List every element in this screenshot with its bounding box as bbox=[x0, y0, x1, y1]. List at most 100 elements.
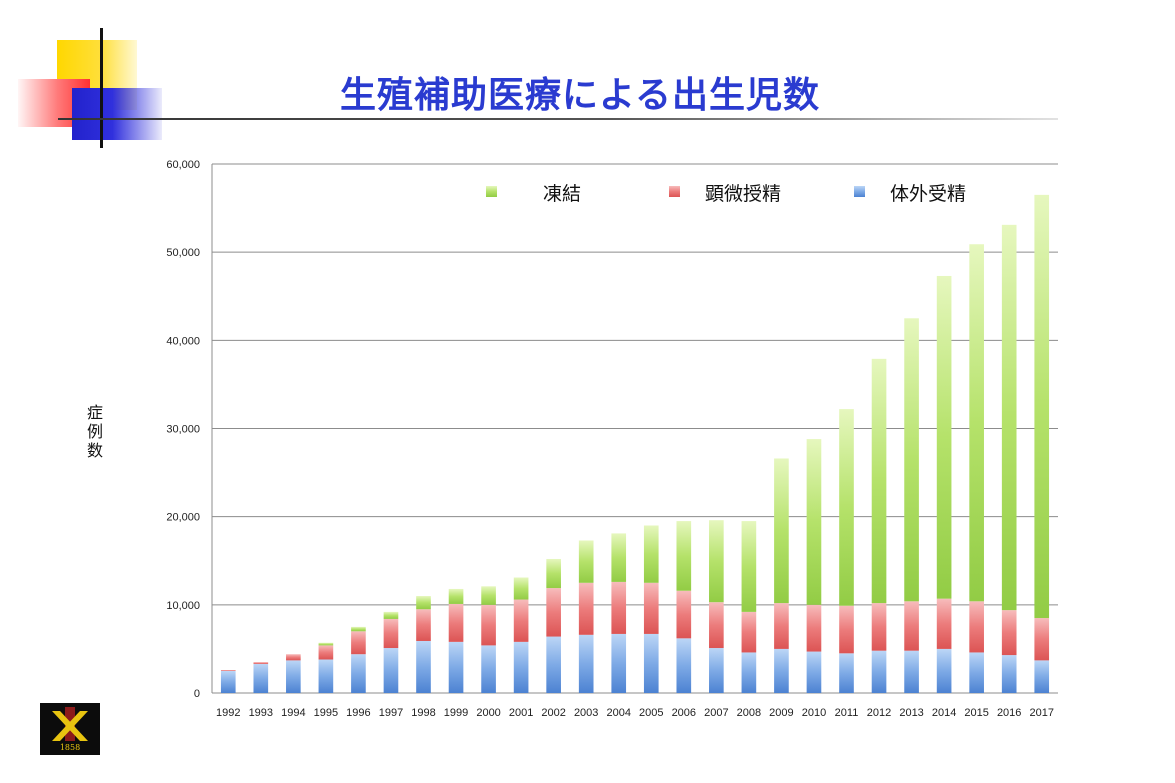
bar-segment-frozen bbox=[611, 533, 627, 582]
bar-segment-ivf bbox=[253, 663, 269, 693]
slide-title: 生殖補助医療による出生児数 bbox=[340, 75, 820, 116]
logo-year: 1858 bbox=[60, 743, 80, 752]
bar-segment-icsi bbox=[578, 582, 594, 635]
x-tick-label: 2003 bbox=[574, 707, 598, 719]
x-tick-label: 1992 bbox=[216, 707, 240, 719]
legend-label: 凍結 bbox=[543, 183, 581, 205]
x-tick-label: 2016 bbox=[997, 707, 1021, 719]
bar-segment-ivf bbox=[709, 648, 724, 693]
bar-segment-ivf bbox=[871, 650, 887, 693]
crossed-pens-icon: 1858 bbox=[52, 707, 88, 752]
y-tick-label: 50,000 bbox=[166, 247, 200, 259]
bar-segment-icsi bbox=[871, 603, 887, 651]
bar-segment-icsi bbox=[676, 590, 692, 639]
bar-segment-ivf bbox=[578, 634, 594, 693]
decor-blue-square bbox=[72, 88, 162, 140]
bar-segment-icsi bbox=[318, 645, 334, 660]
bar-segment-ivf bbox=[546, 636, 561, 693]
axis-layer: 0 10,000 20,000 30,000 40,000 50,000 60,000 199… bbox=[166, 159, 1058, 719]
bar-segment-frozen bbox=[871, 358, 887, 604]
y-axis-label: 症 例 数 bbox=[82, 403, 108, 460]
bar-segment-icsi bbox=[416, 609, 431, 641]
legend-label: 体外受精 bbox=[890, 183, 966, 205]
bar-segment-ivf bbox=[318, 659, 334, 693]
legend: 凍結 顕微授精 体外受精 bbox=[486, 183, 966, 205]
y-tick-label: 0 bbox=[194, 688, 200, 700]
x-tick-label: 1993 bbox=[249, 707, 273, 719]
y-tick-label: 40,000 bbox=[166, 335, 200, 347]
bar-segment-icsi bbox=[839, 605, 854, 654]
bar-segment-ivf bbox=[448, 641, 464, 693]
bar-segment-icsi bbox=[253, 662, 269, 664]
y-axis-label-char: 数 bbox=[86, 441, 103, 460]
y-axis-label-char: 例 bbox=[86, 422, 103, 441]
bar-segment-frozen bbox=[513, 577, 529, 600]
bar-segment-frozen bbox=[416, 596, 431, 610]
x-tick-label: 1999 bbox=[444, 707, 468, 719]
x-tick-label: 2009 bbox=[769, 707, 793, 719]
bar-segment-frozen bbox=[481, 586, 496, 605]
bar-segment-frozen bbox=[643, 525, 659, 583]
decor-vertical-line bbox=[100, 28, 103, 148]
bar-segment-icsi bbox=[1034, 618, 1050, 661]
bar-segment-ivf bbox=[286, 660, 301, 693]
x-tick-label: 1998 bbox=[411, 707, 435, 719]
bar-segment-icsi bbox=[806, 604, 822, 652]
x-tick-label: 2005 bbox=[639, 707, 663, 719]
bar-segment-icsi bbox=[351, 631, 366, 655]
x-tick-label: 2014 bbox=[932, 707, 956, 719]
y-tick-label: 20,000 bbox=[166, 512, 200, 524]
bar-segment-ivf bbox=[1001, 655, 1017, 693]
bar-segment-ivf bbox=[741, 652, 757, 693]
x-tick-label: 2002 bbox=[541, 707, 565, 719]
y-tick-label: 10,000 bbox=[166, 600, 200, 612]
x-tick-label: 1994 bbox=[281, 707, 305, 719]
bar-segment-ivf bbox=[936, 648, 952, 693]
x-tick-label: 1997 bbox=[379, 707, 403, 719]
x-tick-label: 2010 bbox=[802, 707, 826, 719]
bar-segment-icsi bbox=[286, 654, 301, 661]
bar-segment-frozen bbox=[709, 520, 724, 603]
bar-segment-icsi bbox=[1001, 610, 1017, 656]
bar-segment-icsi bbox=[709, 602, 724, 649]
bar-segment-frozen bbox=[383, 611, 399, 619]
bar-segment-frozen bbox=[676, 521, 692, 591]
bar-segment-ivf bbox=[806, 651, 822, 693]
bar-layer bbox=[220, 194, 1050, 693]
bar-segment-frozen bbox=[546, 558, 561, 589]
x-tick-label: 2000 bbox=[476, 707, 500, 719]
x-tick-label: 2011 bbox=[835, 707, 859, 719]
bar-segment-ivf bbox=[220, 670, 236, 693]
bar-segment-frozen bbox=[774, 458, 789, 604]
x-tick-label: 2012 bbox=[867, 707, 891, 719]
bar-segment-icsi bbox=[741, 611, 757, 653]
legend-swatch-icsi bbox=[669, 186, 680, 197]
bar-segment-ivf bbox=[774, 648, 789, 693]
x-tick-label: 2015 bbox=[964, 707, 988, 719]
bar-segment-icsi bbox=[220, 670, 236, 671]
bar-segment-ivf bbox=[969, 652, 984, 693]
title-underline bbox=[58, 118, 1058, 120]
x-tick-label: 2007 bbox=[704, 707, 728, 719]
bar-segment-ivf bbox=[383, 648, 399, 693]
bar-segment-frozen bbox=[806, 439, 822, 605]
x-tick-label: 1996 bbox=[346, 707, 370, 719]
x-tick-label: 2004 bbox=[606, 707, 630, 719]
university-logo: 1858 bbox=[40, 703, 100, 755]
x-tick-label: 2017 bbox=[1029, 707, 1053, 719]
bar-segment-ivf bbox=[1034, 660, 1050, 693]
legend-swatch-ivf bbox=[854, 186, 865, 197]
bar-segment-icsi bbox=[383, 618, 399, 649]
bar-segment-frozen bbox=[318, 642, 334, 646]
bar-segment-ivf bbox=[351, 654, 366, 693]
bar-segment-ivf bbox=[904, 650, 919, 693]
x-tick-label: 1995 bbox=[314, 707, 338, 719]
bar-segment-icsi bbox=[936, 598, 952, 649]
bar-segment-frozen bbox=[969, 244, 984, 602]
bar-segment-icsi bbox=[969, 601, 984, 653]
bar-segment-icsi bbox=[611, 581, 627, 634]
bar-segment-frozen bbox=[904, 318, 919, 602]
bar-segment-ivf bbox=[839, 653, 854, 693]
bar-segment-icsi bbox=[546, 588, 561, 637]
bar-segment-icsi bbox=[643, 582, 659, 634]
